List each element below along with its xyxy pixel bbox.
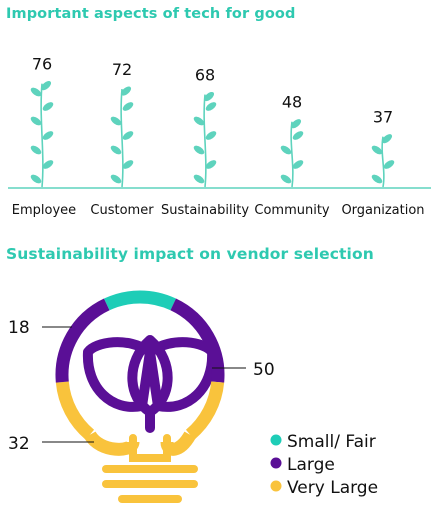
vine-leaf (122, 131, 134, 140)
category-label-community: Community (254, 203, 330, 218)
vine-leaf (292, 131, 304, 140)
vine-leaf (120, 86, 132, 96)
vine-leaf (371, 174, 383, 184)
vine-bar-chart (30, 81, 395, 188)
lightbulb-pie-chart (55, 290, 225, 503)
data-label-community: 48 (282, 93, 302, 112)
legend-swatch-very-large (270, 480, 282, 492)
vine-stem (203, 94, 207, 188)
vine-bar-employee (30, 81, 54, 188)
legend-label-small-fair: Small/ Fair (287, 432, 376, 452)
data-label-small-fair: 18 (8, 318, 30, 338)
category-label-sustainability: Sustainability (161, 203, 249, 218)
vine-leaf (30, 87, 42, 97)
vine-leaf (30, 145, 42, 155)
bulb-neck-left (84, 430, 140, 456)
vine-leaf (42, 160, 54, 169)
category-label-organization: Organization (341, 203, 424, 218)
vine-bar-sustainability (193, 91, 217, 188)
leaf-logo-icon (82, 335, 218, 433)
vine-bar-organization (371, 134, 395, 188)
vine-leaf (383, 160, 395, 169)
vine-leaf (110, 145, 122, 155)
segment-large-right (170, 298, 225, 383)
segment-small-fair (104, 290, 176, 311)
vine-stem (381, 136, 385, 188)
segment-large-left (55, 298, 110, 383)
vine-leaf (381, 134, 393, 144)
segment-very-large-left (55, 381, 95, 440)
data-label-very-large: 32 (8, 434, 30, 454)
vine-leaf (290, 119, 302, 129)
vine-stem (40, 83, 44, 188)
legend-label-very-large: Very Large (287, 478, 378, 498)
data-label-large: 50 (253, 360, 275, 380)
chart-title-vendor-selection: Sustainability impact on vendor selectio… (6, 245, 374, 263)
vine-leaf (30, 174, 42, 184)
vine-leaf (30, 116, 42, 126)
vine-stem (120, 89, 124, 188)
segment-very-large-right (185, 381, 225, 440)
vine-bar-community (280, 119, 304, 188)
vine-leaf (203, 91, 215, 102)
vine-leaf (280, 145, 292, 155)
legend-swatch-small-fair (270, 434, 282, 446)
vine-leaf (122, 102, 134, 111)
category-label-customer: Customer (90, 203, 154, 218)
vine-bar-customer (110, 86, 134, 188)
vine-leaf (42, 102, 54, 111)
vine-leaf (292, 160, 304, 169)
vine-stem (290, 121, 294, 188)
vine-leaf (205, 131, 217, 140)
data-label-organization: 37 (373, 108, 393, 127)
vine-leaf (122, 160, 134, 169)
vine-leaf (280, 174, 292, 184)
legend-label-large: Large (287, 455, 335, 475)
data-label-customer: 72 (112, 60, 132, 79)
vine-leaf (193, 174, 205, 184)
vine-leaf (193, 145, 205, 155)
vine-leaf (42, 131, 54, 140)
category-label-employee: Employee (12, 203, 76, 218)
data-label-employee: 76 (32, 55, 52, 74)
vine-leaf (110, 174, 122, 184)
vine-leaf (40, 81, 52, 91)
legend: Small/ Fair Large Very Large (270, 432, 378, 498)
data-label-sustainability: 68 (195, 66, 215, 85)
vine-leaf (205, 160, 217, 169)
bulb-neck-right (160, 431, 196, 456)
vine-leaf (193, 116, 205, 126)
vine-leaf (205, 102, 217, 111)
chart-title-tech-for-good: Important aspects of tech for good (6, 6, 296, 22)
vine-leaf (110, 116, 122, 126)
legend-swatch-large (270, 457, 282, 469)
vine-leaf (371, 145, 383, 155)
